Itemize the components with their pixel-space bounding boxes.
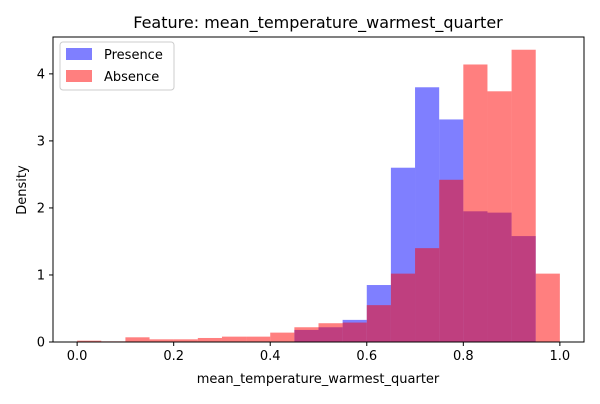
legend: Presence Absence [59,41,175,91]
bar-absence-19 [535,273,560,342]
bar-absence-15 [439,179,464,342]
bar-absence-11 [342,322,367,342]
y-axis: 0 1 2 3 4 [37,67,53,351]
legend-label-presence: Presence [104,48,163,63]
bar-absence-16 [463,64,488,342]
x-tick-label: 1.0 [550,349,571,364]
bars-layer [77,49,560,343]
x-axis-label: mean_temperature_warmest_quarter [197,372,440,387]
bar-absence-17 [487,91,512,343]
bar-absence-8 [270,332,295,342]
chart-title: Feature: mean_temperature_warmest_quarte… [133,13,503,33]
bar-absence-13 [390,273,416,342]
y-tick-label: 4 [37,67,45,82]
y-tick-label: 1 [37,268,45,283]
bar-absence-10 [318,323,343,342]
bar-absence-12 [366,305,391,342]
legend-swatch-presence [66,48,92,60]
y-axis-label: Density [15,165,30,215]
bar-absence-7 [246,336,271,342]
bar-absence-18 [511,49,536,342]
x-tick-label: 0.0 [67,349,88,364]
bar-absence-14 [415,248,440,342]
bar-absence-3 [149,339,174,342]
bar-absence-5 [197,337,222,342]
bar-absence-6 [221,336,247,342]
x-tick-label: 0.6 [356,349,377,364]
bar-absence-2 [125,337,150,342]
y-tick-label: 3 [37,134,45,149]
bar-absence-9 [294,327,319,342]
bar-absence-4 [173,339,198,342]
y-tick-label: 0 [37,336,45,351]
bar-absence-0 [77,340,102,342]
x-tick-label: 0.8 [453,349,474,364]
legend-swatch-absence [66,70,92,82]
y-tick-label: 2 [37,201,45,216]
x-tick-label: 0.2 [163,349,184,364]
x-axis: 0.0 0.2 0.4 0.6 0.8 1.0 [67,342,570,364]
x-tick-label: 0.4 [260,349,281,364]
legend-label-absence: Absence [104,70,159,85]
plot-area-frame [52,36,585,343]
